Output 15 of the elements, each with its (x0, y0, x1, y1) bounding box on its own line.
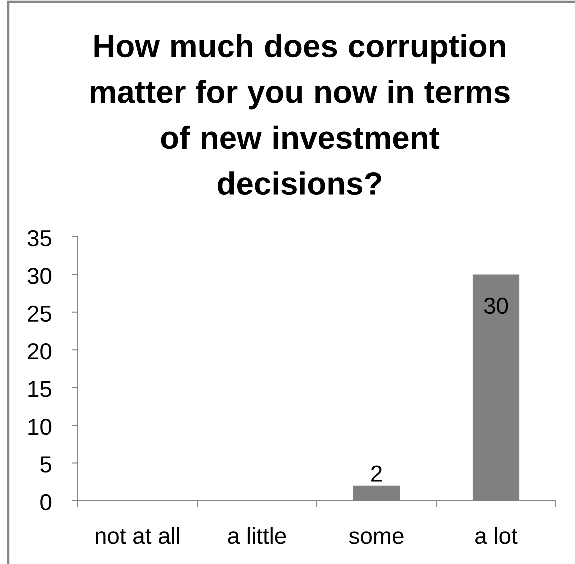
data-label: 2 (372, 466, 382, 482)
chart-title: How much does corruption matter for you now in terms of new investment decisions? (90, 34, 510, 196)
y-tick-label: 5 (40, 456, 52, 473)
y-tick-label: 25 (28, 306, 52, 322)
x-tick-label: some (349, 532, 404, 544)
x-tick-label: not at all (96, 527, 180, 544)
y-tick-label: 15 (28, 381, 52, 398)
y-tick-label: 35 (28, 230, 52, 247)
y-tick-label: 0 (40, 494, 52, 511)
y-tick-label: 10 (28, 418, 52, 436)
x-tick-label: a little (228, 527, 286, 544)
y-tick-label: 20 (28, 344, 52, 360)
data-label: 30 (484, 298, 508, 314)
x-tick-label: a lot (476, 527, 518, 544)
y-tick-label: 30 (28, 268, 52, 284)
